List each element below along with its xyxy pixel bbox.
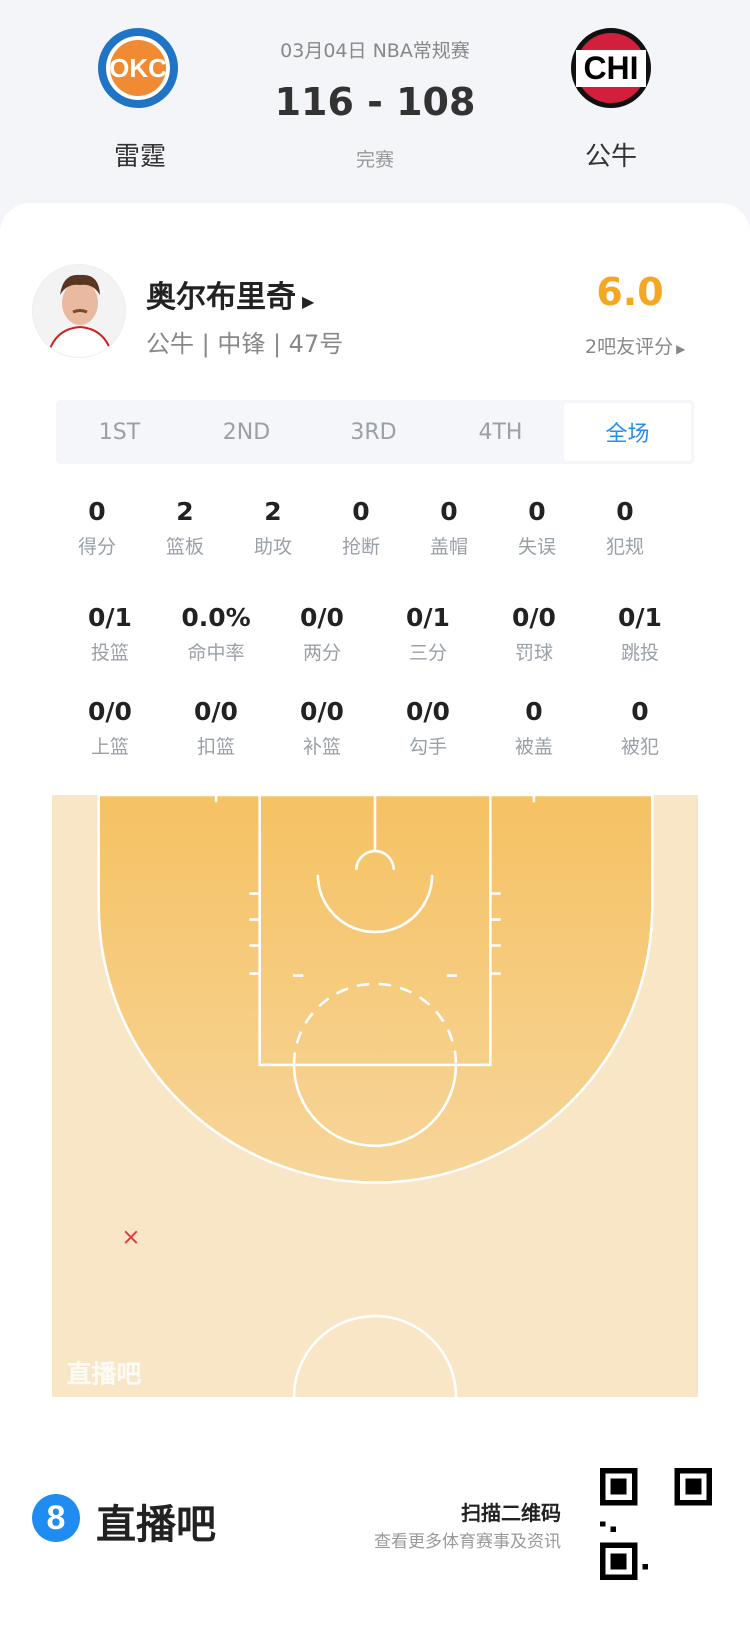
stat-篮板: 2 篮板 <box>135 497 235 559</box>
tab-2nd[interactable]: 2ND <box>222 419 271 445</box>
game-score: 116 - 108 <box>274 80 476 124</box>
stat-value: 0/0 <box>512 603 556 632</box>
stat-上篮: 0/0 上篮 <box>60 697 160 759</box>
restricted-area <box>316 874 434 934</box>
stat-投篮: 0/1 投篮 <box>60 603 160 665</box>
stat-被盖: 0 被盖 <box>484 697 584 759</box>
stat-label: 三分 <box>408 642 447 664</box>
player-avatar[interactable] <box>32 264 126 358</box>
stat-value: 0/0 <box>300 697 344 726</box>
stat-value: 0 <box>525 697 543 726</box>
stat-value: 0 <box>616 497 634 526</box>
stat-命中率: 0.0% 命中率 <box>166 603 266 665</box>
game-date-league: 03月04日 NBA常规赛 <box>280 40 470 62</box>
stat-跳投: 0/1 跳投 <box>590 603 690 665</box>
stat-label: 失误 <box>517 536 556 558</box>
shot-chart: × 直播吧 <box>52 791 698 1398</box>
scan-subtitle: 查看更多体育赛事及资讯 <box>374 1532 561 1552</box>
hoop <box>355 849 395 870</box>
stat-value: 0/1 <box>88 603 132 632</box>
tab-1st[interactable]: 1ST <box>98 419 141 445</box>
stat-label: 两分 <box>302 642 341 664</box>
game-status: 完赛 <box>355 149 394 171</box>
stat-被犯: 0 被犯 <box>590 697 690 759</box>
stat-勾手: 0/0 勾手 <box>378 697 478 759</box>
player-info: 公牛 | 中锋 | 47号 <box>146 330 344 358</box>
player-rating: 6.0 <box>596 270 664 314</box>
watermark: 直播吧 <box>67 1359 142 1388</box>
stat-value: 2 <box>176 497 194 526</box>
period-tabs: 1ST 2ND 3RD 4TH 全场 <box>56 400 694 464</box>
stat-抢断: 0 抢断 <box>311 497 411 559</box>
stat-label: 补篮 <box>302 736 341 758</box>
center-circle <box>292 1314 458 1398</box>
stat-label: 得分 <box>77 536 116 558</box>
home-team-name: 雷霆 <box>113 142 166 172</box>
tab-full-game[interactable]: 全场 <box>564 403 691 461</box>
stat-三分: 0/1 三分 <box>378 603 478 665</box>
stat-罚球: 0/0 罚球 <box>484 603 584 665</box>
stat-value: 0 <box>528 497 546 526</box>
stat-label: 罚球 <box>514 642 553 664</box>
stat-label: 跳投 <box>620 642 659 664</box>
stat-value: 0 <box>88 497 106 526</box>
okc-logo[interactable]: OKC <box>98 28 178 108</box>
stat-label: 被盖 <box>514 736 553 758</box>
stat-补篮: 0/0 补篮 <box>272 697 372 759</box>
stat-value: 0 <box>352 497 370 526</box>
stat-value: 0/0 <box>194 697 238 726</box>
stat-value: 0 <box>631 697 649 726</box>
free-throw-circle <box>292 1064 458 1148</box>
stat-助攻: 2 助攻 <box>223 497 323 559</box>
away-team-name: 公牛 <box>584 142 637 172</box>
brand-logo-icon: 8 <box>32 1494 80 1542</box>
player-name-link[interactable]: 奥尔布里奇 ▶ <box>146 280 315 315</box>
stat-value: 2 <box>264 497 282 526</box>
stat-失误: 0 失误 <box>487 497 587 559</box>
tab-4th[interactable]: 4TH <box>478 419 523 445</box>
stat-label: 抢断 <box>341 536 380 558</box>
caret-right-icon: ▶ <box>676 342 686 356</box>
stat-犯规: 0 犯规 <box>575 497 675 559</box>
brand-name: 直播吧 <box>96 1502 216 1548</box>
stat-value: 0/1 <box>406 603 450 632</box>
three-point-line <box>97 793 654 1184</box>
stat-value: 0/0 <box>406 697 450 726</box>
stat-盖帽: 0 盖帽 <box>399 497 499 559</box>
stat-两分: 0/0 两分 <box>272 603 372 665</box>
player-photo-icon <box>46 274 114 357</box>
rating-link[interactable]: 2吧友评分 ▶ <box>585 336 686 358</box>
stat-label: 被犯 <box>620 736 659 758</box>
caret-right-icon: ▶ <box>302 292 315 311</box>
stat-label: 犯规 <box>605 536 644 558</box>
stat-value: 0.0% <box>181 603 251 632</box>
stat-label: 助攻 <box>253 536 292 558</box>
shot-miss-marker[interactable]: × <box>121 1224 140 1250</box>
stat-label: 命中率 <box>187 642 245 664</box>
stat-label: 盖帽 <box>429 536 468 558</box>
stat-label: 扣篮 <box>196 736 235 758</box>
game-header: OKC 雷霆 03月04日 NBA常规赛 116 - 108 完赛 CHI 公牛 <box>0 0 750 210</box>
stat-value: 0 <box>440 497 458 526</box>
scan-label: 扫描二维码 <box>461 1501 561 1525</box>
stat-扣篮: 0/0 扣篮 <box>166 697 266 759</box>
qr-code[interactable] <box>600 1468 712 1580</box>
chi-logo[interactable]: CHI <box>571 28 651 108</box>
stat-label: 投篮 <box>90 642 129 664</box>
stat-value: 0/0 <box>88 697 132 726</box>
stat-value: 0/1 <box>618 603 662 632</box>
stat-label: 篮板 <box>165 536 204 558</box>
stat-value: 0/0 <box>300 603 344 632</box>
stat-得分: 0 得分 <box>47 497 147 559</box>
stat-label: 勾手 <box>408 736 447 758</box>
tab-3rd[interactable]: 3RD <box>350 419 397 445</box>
stat-label: 上篮 <box>90 736 129 758</box>
